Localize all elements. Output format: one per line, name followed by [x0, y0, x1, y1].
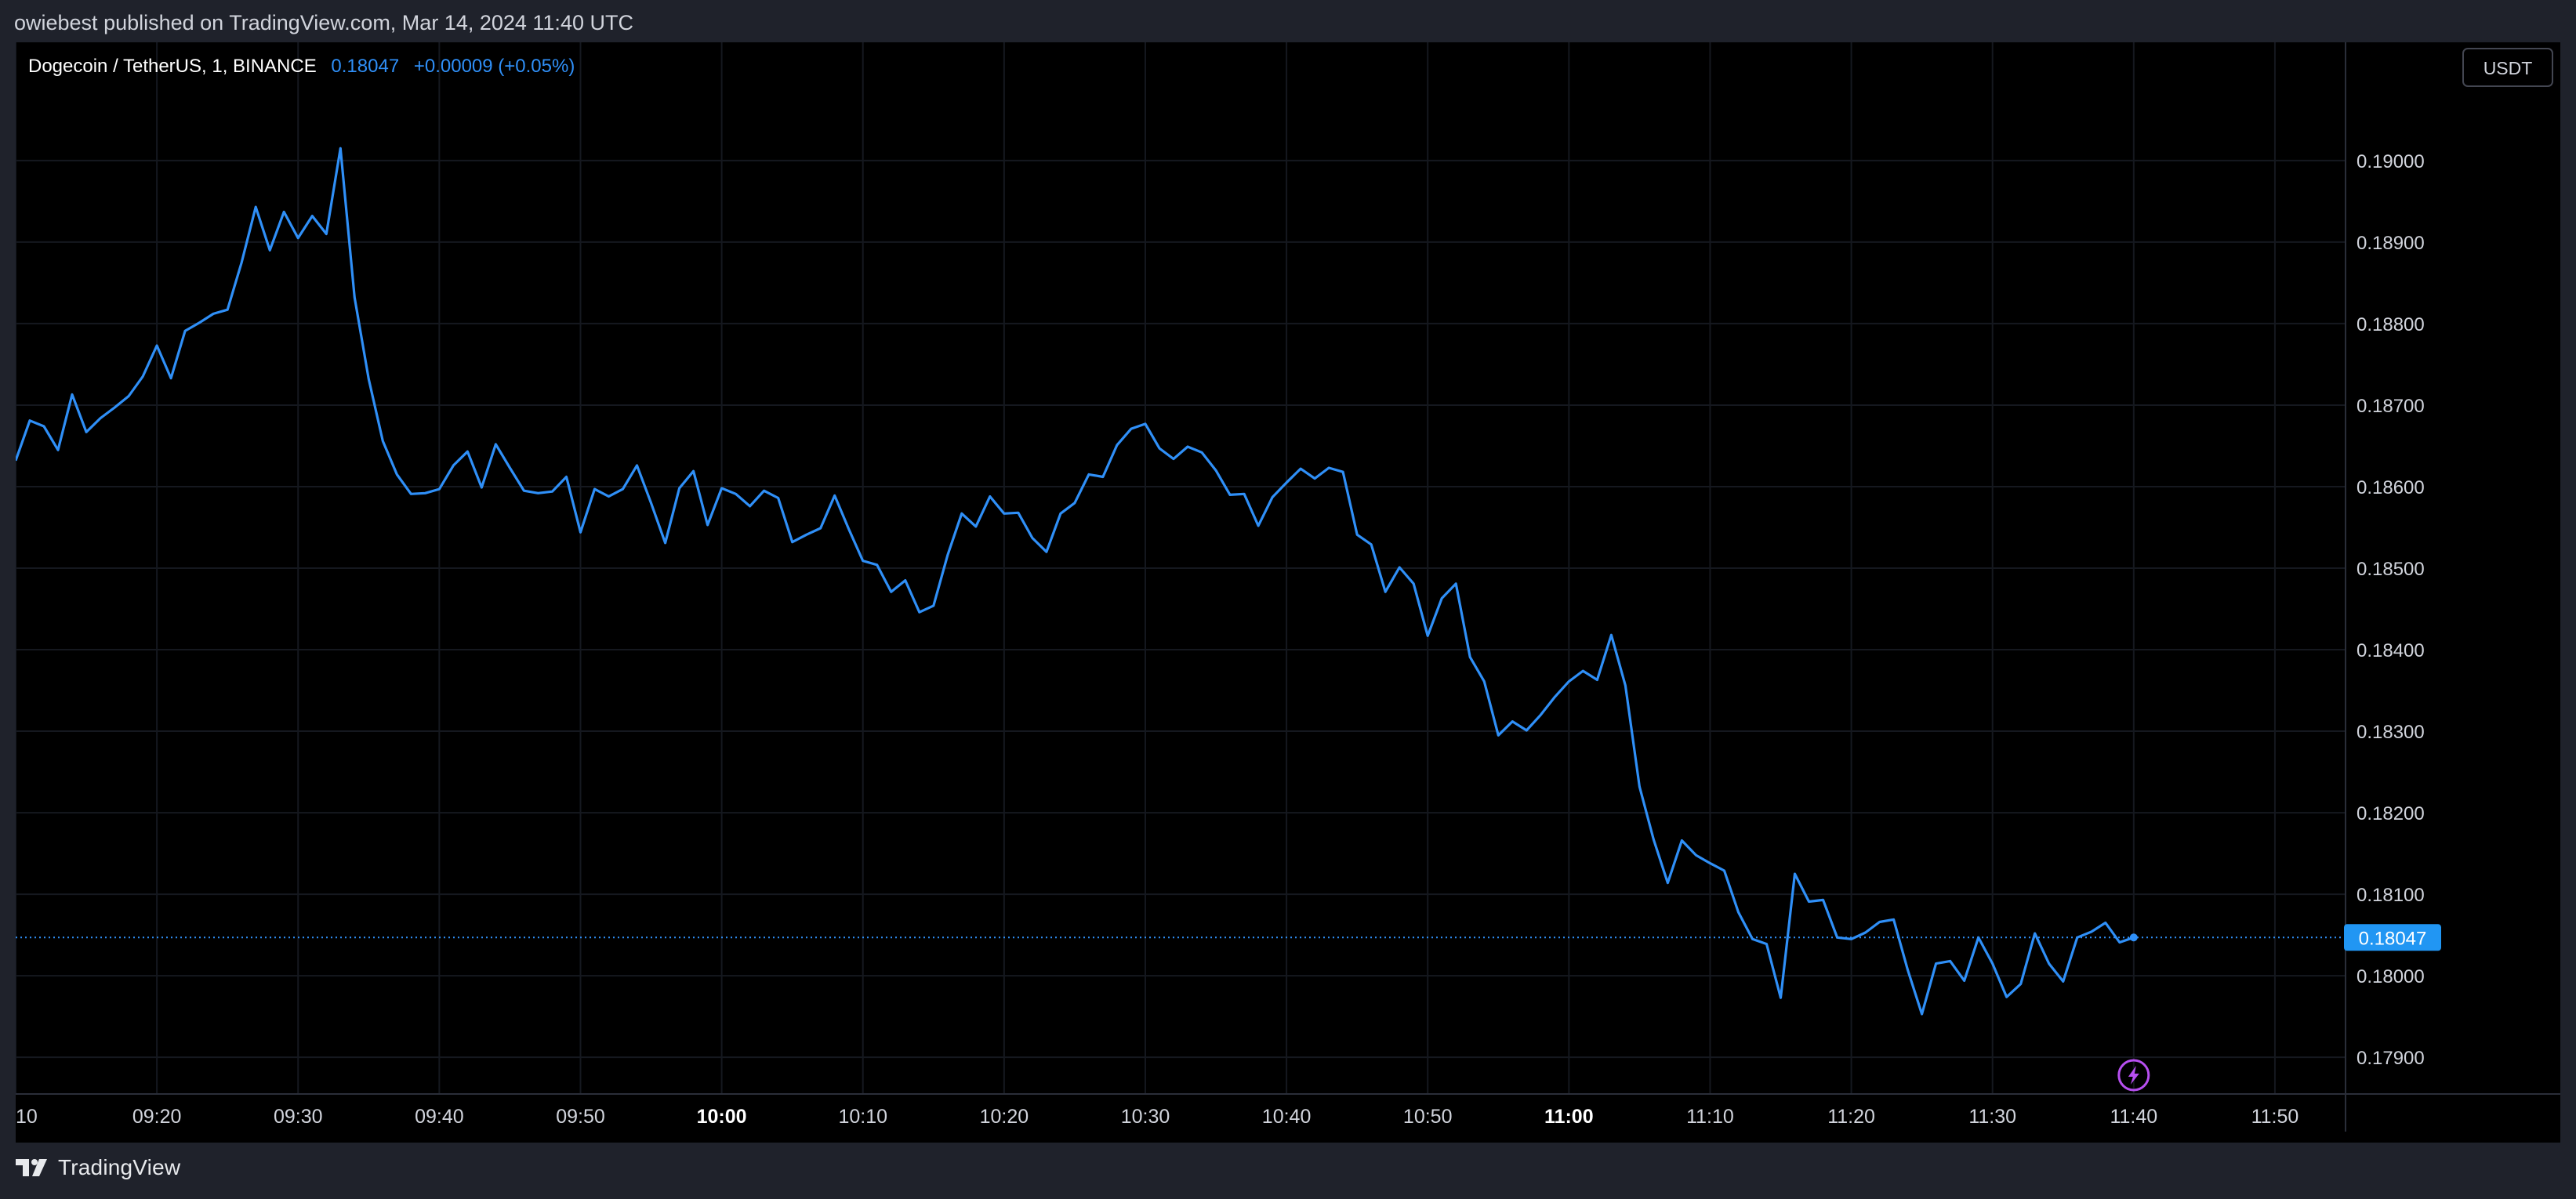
published-info: owiebest published on TradingView.com, M…	[14, 11, 633, 34]
price-tick-label: 0.18400	[2356, 640, 2425, 661]
time-tick-label: 11:50	[2251, 1106, 2299, 1128]
currency-button[interactable]: USDT	[2462, 48, 2553, 87]
legend-price: 0.18047	[331, 56, 399, 77]
time-tick-label: 10:20	[980, 1106, 1029, 1128]
price-tick-label: 0.18100	[2356, 885, 2425, 906]
tradingview-logo-icon	[16, 1159, 47, 1176]
legend-change: +0.00009 (+0.05%)	[414, 56, 575, 77]
time-tick-label: 11:40	[2110, 1106, 2157, 1128]
last-price-label: 0.18047	[2359, 928, 2427, 949]
time-tick-label: 09:50	[556, 1106, 605, 1128]
brand[interactable]: TradingView	[16, 1155, 180, 1180]
price-tick-label: 0.18800	[2356, 314, 2425, 335]
currency-label: USDT	[2483, 58, 2533, 78]
price-chart[interactable]: Dogecoin / TetherUS, 1, BINANCE 0.18047 …	[16, 42, 2560, 1143]
time-axis-ticks: 10 09:20 09:30 09:40 09:50 10:00 10:10 10:20 10:…	[16, 1106, 2298, 1128]
last-price-tag: 0.18047	[2344, 924, 2441, 951]
brand-name: TradingView	[58, 1155, 181, 1179]
price-series-line[interactable]	[16, 147, 2135, 1016]
time-axis[interactable]	[16, 1094, 2560, 1132]
price-tick-label: 0.18200	[2356, 803, 2425, 824]
time-tick-label: 09:40	[415, 1106, 464, 1128]
time-tick-label: 10:00	[697, 1106, 747, 1128]
time-tick-label: 10:10	[838, 1106, 887, 1128]
time-tick-label: 09:20	[132, 1106, 182, 1128]
time-tick-label: 11:30	[1968, 1106, 2016, 1128]
price-axis-ticks: 0.19000 0.18900 0.18800 0.18700 0.18600 0.185…	[2356, 151, 2425, 1069]
time-tick-label: 10:40	[1262, 1106, 1312, 1128]
lightning-icon[interactable]	[2117, 1059, 2150, 1092]
price-tick-label: 0.18000	[2356, 966, 2425, 987]
time-tick-label: 09:30	[274, 1106, 323, 1128]
price-tick-label: 0.18600	[2356, 477, 2425, 498]
publish-bar: owiebest published on TradingView.com, M…	[0, 0, 2576, 42]
price-tick-label: 0.18500	[2356, 559, 2425, 580]
price-tick-label: 0.18700	[2356, 396, 2425, 417]
symbol-title[interactable]: Dogecoin / TetherUS, 1, BINANCE 0.18047 …	[28, 56, 575, 77]
symbol-name: Dogecoin / TetherUS, 1, BINANCE	[28, 56, 317, 77]
time-tick-label: 10:50	[1403, 1106, 1453, 1128]
price-tick-label: 0.18300	[2356, 722, 2425, 743]
time-tick-label: 10:30	[1121, 1106, 1170, 1128]
time-tick-label: 11:00	[1544, 1106, 1594, 1128]
last-price-dot	[2129, 933, 2138, 942]
price-tick-label: 0.17900	[2356, 1048, 2425, 1069]
time-tick-label: 10	[16, 1106, 38, 1128]
time-tick-label: 11:20	[1827, 1106, 1875, 1128]
price-tick-label: 0.19000	[2356, 151, 2425, 172]
chart-grid	[16, 42, 2346, 1094]
price-tick-label: 0.18900	[2356, 233, 2425, 254]
time-tick-label: 11:10	[1686, 1106, 1734, 1128]
footer-bar	[0, 1143, 2576, 1199]
